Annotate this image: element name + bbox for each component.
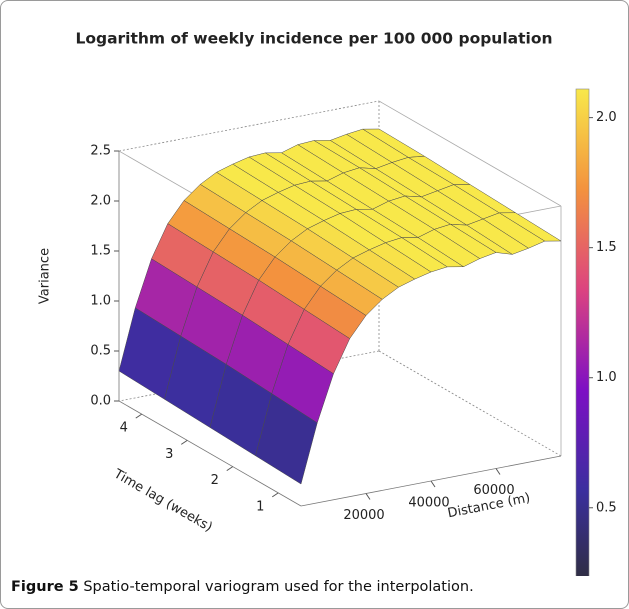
caption-label: Figure 5 — [11, 579, 79, 595]
x-tick — [365, 493, 371, 500]
box-edge — [378, 100, 562, 207]
y-axis — [118, 400, 302, 507]
z-tick-label: 0.0 — [90, 394, 111, 409]
y-tick — [226, 466, 234, 472]
z-tick-label: 2.0 — [90, 194, 111, 209]
y-tick-label: 4 — [120, 421, 128, 436]
colorbar-tick-label: 1.0 — [596, 370, 617, 385]
surface-cell — [255, 393, 318, 485]
z-tick-label: 0.5 — [90, 344, 111, 359]
y-tick — [180, 439, 188, 445]
caption: Figure 5 Spatio-temporal variogram used … — [11, 579, 474, 595]
z-tick-label: 2.5 — [90, 144, 111, 159]
x-tick-label: 20000 — [343, 508, 384, 523]
x-tick — [495, 468, 501, 475]
colorbar-tick-label: 1.5 — [596, 240, 617, 255]
box-edge — [118, 100, 380, 152]
chart-title: Logarithm of weekly incidence per 100 00… — [75, 30, 552, 48]
z-tick-label: 1.0 — [90, 294, 111, 309]
y-tick — [271, 492, 279, 498]
colorbar-tick-label: 0.5 — [596, 500, 617, 515]
y-tick — [135, 413, 143, 419]
x-tick-label: 40000 — [408, 496, 449, 511]
colorbar-tick-label: 2.0 — [596, 110, 617, 125]
chart: Logarithm of weekly incidence per 100 00… — [38, 30, 617, 592]
colorbar — [575, 88, 590, 592]
y-axis-label: Time lag (weeks) — [110, 466, 214, 535]
y-tick-label: 2 — [211, 473, 219, 488]
z-axis-label: Variance — [38, 248, 53, 304]
x-tick — [430, 480, 436, 488]
z-tick-label: 1.5 — [90, 244, 111, 259]
caption-text: Spatio-temporal variogram used for the i… — [83, 579, 474, 595]
x-tick-label: 60000 — [473, 483, 514, 498]
box-edge — [378, 350, 562, 457]
y-tick-label: 1 — [256, 499, 264, 514]
y-tick-label: 3 — [165, 447, 173, 462]
